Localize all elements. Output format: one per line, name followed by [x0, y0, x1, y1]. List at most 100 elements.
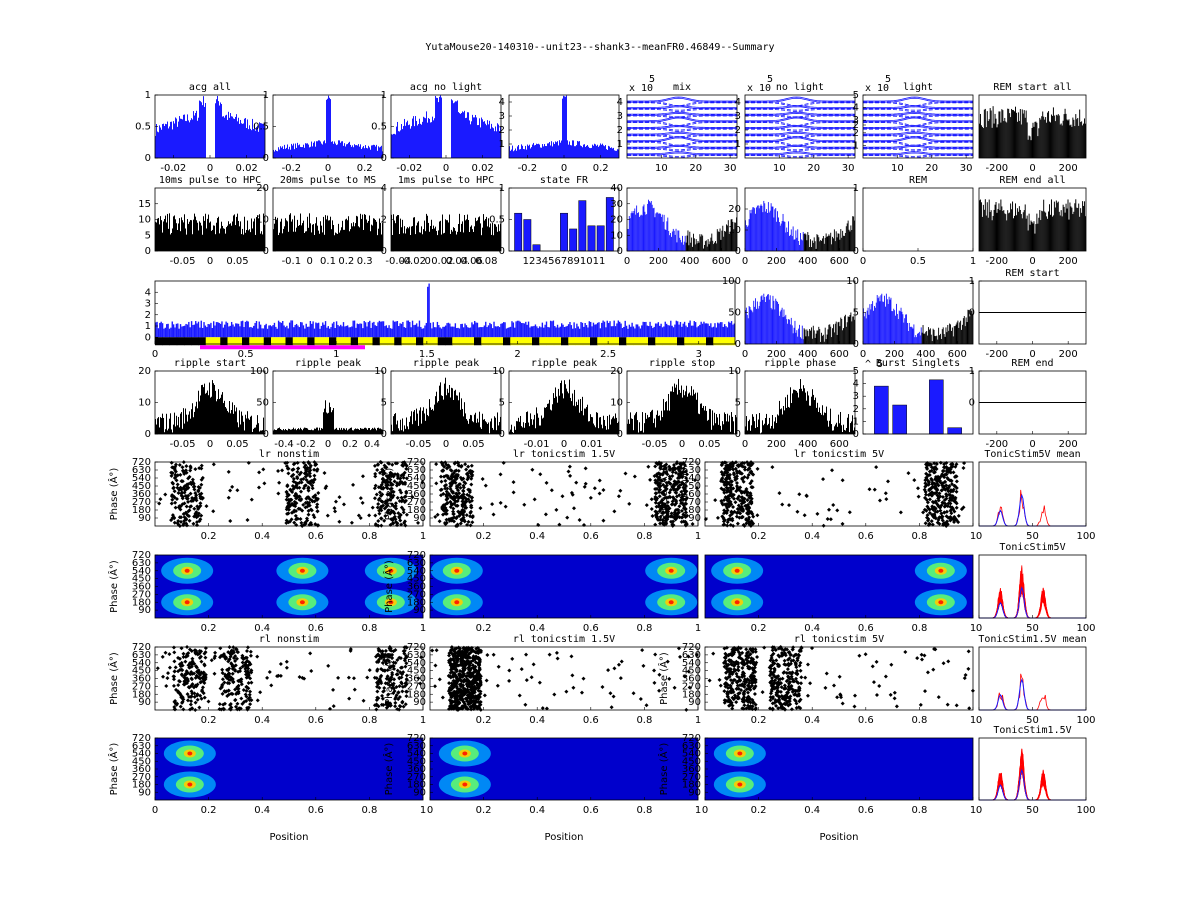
hist-bar	[368, 220, 369, 251]
hist-bar	[569, 321, 571, 338]
hist-bar	[376, 221, 377, 251]
hist-bar	[840, 229, 842, 251]
hist-bar	[674, 383, 675, 434]
spike-marker	[671, 496, 676, 501]
hist-bar	[194, 115, 195, 158]
hist-bar	[184, 114, 185, 158]
hist-bar	[1004, 117, 1006, 158]
hist-bar	[916, 337, 918, 344]
burst-bar	[929, 379, 944, 435]
hist-bar	[316, 217, 317, 251]
hist-bar	[513, 432, 514, 434]
hist-bar	[396, 126, 397, 158]
hist-bar	[693, 389, 694, 434]
hist-bar	[838, 414, 839, 434]
hist-bar	[759, 301, 761, 344]
hist-bar	[553, 393, 554, 434]
hist-bar	[214, 225, 215, 251]
spike-marker	[404, 512, 409, 517]
spike-marker	[467, 499, 472, 504]
spike-marker	[664, 483, 669, 488]
hist-bar	[841, 237, 843, 251]
state-strip	[452, 337, 460, 346]
hist-bar	[585, 146, 586, 158]
hist-bar	[619, 321, 621, 338]
hist-bar	[468, 112, 469, 158]
hist-bar	[457, 100, 458, 158]
hist-bar	[1053, 201, 1055, 251]
waveform-trace	[863, 112, 973, 116]
hist-bar	[331, 229, 332, 251]
hist-bar	[791, 325, 793, 344]
spike-marker	[672, 465, 677, 470]
hist-bar	[765, 211, 767, 251]
y-tick-label: 2	[853, 128, 859, 139]
state-strip	[408, 337, 417, 346]
hist-bar	[456, 101, 457, 158]
spike-marker	[885, 479, 890, 484]
hist-bar	[193, 324, 196, 338]
state-strip	[713, 337, 721, 346]
spike-marker	[443, 507, 448, 512]
state-strip	[727, 337, 736, 346]
hist-bar	[558, 327, 560, 338]
spike-marker	[938, 474, 943, 479]
hist-bar	[808, 235, 810, 251]
hist-bar	[784, 316, 786, 344]
hist-bar	[723, 236, 725, 251]
hist-bar	[686, 385, 687, 434]
hist-bar	[436, 321, 439, 338]
hist-bar	[300, 322, 302, 338]
hist-bar	[331, 323, 334, 338]
hist-bar	[259, 214, 260, 251]
spike-marker	[951, 470, 956, 475]
hist-bar	[327, 326, 329, 338]
state-strip	[227, 337, 236, 346]
hist-bar	[902, 314, 904, 344]
hist-bar	[547, 143, 548, 158]
hist-bar	[566, 95, 567, 158]
hist-bar	[653, 326, 655, 338]
spike-marker	[386, 475, 391, 480]
spike-marker	[654, 474, 659, 479]
hist-bar	[500, 223, 501, 251]
hist-bar	[406, 122, 407, 158]
hist-bar	[1050, 122, 1051, 158]
hist-bar	[339, 140, 340, 158]
spike-marker	[186, 493, 191, 498]
spike-marker	[653, 509, 658, 514]
hist-bar	[290, 149, 291, 158]
spike-marker	[402, 495, 407, 500]
spike-marker	[190, 477, 195, 482]
hist-bar	[629, 218, 631, 251]
hist-bar	[533, 419, 534, 434]
hist-bar	[703, 405, 704, 434]
spike-marker	[301, 502, 306, 507]
hist-bar	[493, 235, 494, 251]
hist-bar	[1016, 208, 1018, 251]
hist-bar	[572, 393, 573, 434]
waveform-trace	[745, 116, 855, 122]
hist-bar	[788, 319, 789, 344]
hist-bar	[169, 126, 170, 158]
hist-bar	[393, 133, 394, 158]
hist-bar	[925, 331, 927, 344]
hist-bar	[227, 225, 228, 251]
hist-bar	[443, 326, 445, 338]
hist-bar	[385, 325, 387, 338]
hist-bar	[196, 323, 198, 338]
spike-marker	[458, 495, 463, 500]
hist-bar	[806, 329, 808, 344]
hist-bar	[167, 213, 168, 251]
hist-bar	[445, 219, 446, 251]
hist-bar	[156, 321, 158, 338]
hist-bar	[989, 108, 991, 158]
hist-bar	[580, 321, 582, 338]
hist-bar	[546, 146, 547, 158]
waveform-trace	[627, 102, 737, 108]
spike-marker	[332, 506, 337, 511]
hist-bar	[526, 149, 527, 158]
spike-marker	[930, 512, 935, 517]
